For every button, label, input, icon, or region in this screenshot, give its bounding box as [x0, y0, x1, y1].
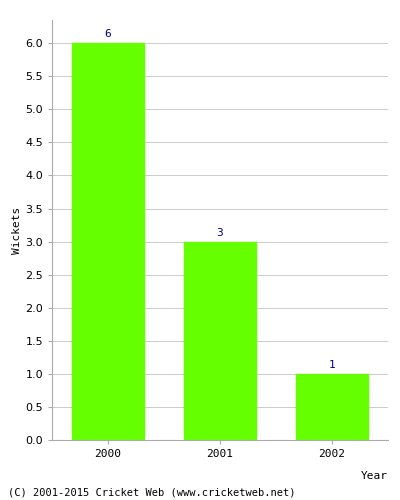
Y-axis label: Wickets: Wickets: [12, 206, 22, 254]
Text: (C) 2001-2015 Cricket Web (www.cricketweb.net): (C) 2001-2015 Cricket Web (www.cricketwe…: [8, 488, 296, 498]
Text: Year: Year: [361, 470, 388, 480]
Text: 1: 1: [329, 360, 335, 370]
Text: 3: 3: [217, 228, 223, 237]
Bar: [72, 43, 144, 440]
Text: 6: 6: [105, 29, 111, 39]
Bar: [296, 374, 368, 440]
Bar: [184, 242, 256, 440]
